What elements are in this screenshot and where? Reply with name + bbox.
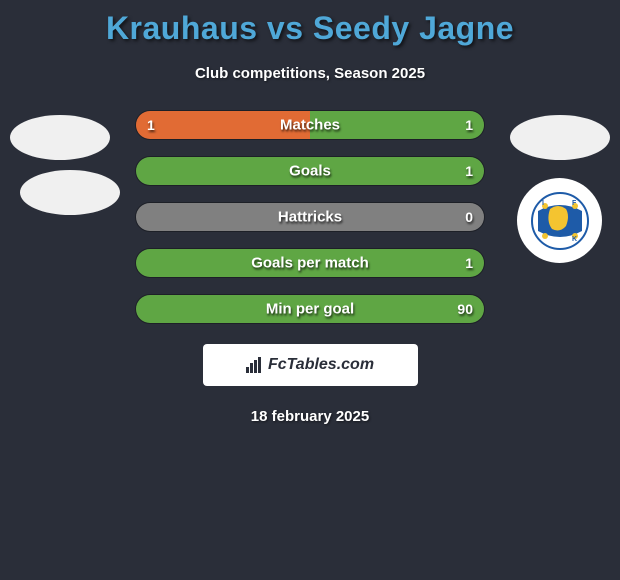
stat-label: Hattricks (278, 209, 342, 226)
subtitle: Club competitions, Season 2025 (0, 65, 620, 82)
stat-value-right: 1 (465, 117, 473, 133)
stat-value-left: 1 (147, 117, 155, 133)
fctables-logo-box[interactable]: FcTables.com (203, 344, 418, 386)
stat-label: Min per goal (266, 301, 354, 318)
stat-value-right: 90 (457, 301, 473, 317)
bar-chart-icon (246, 357, 264, 373)
stat-value-right: 1 (465, 255, 473, 271)
stat-label: Goals (289, 163, 331, 180)
stats-container: Matches 1 1 Goals 1 Hattricks 0 Goals per match… (0, 110, 620, 324)
stat-row: Goals per match 1 (135, 248, 485, 278)
date-text: 18 february 2025 (0, 408, 620, 425)
stat-row: Min per goal 90 (135, 294, 485, 324)
stat-value-right: 0 (465, 209, 473, 225)
page-title: Krauhaus vs Seedy Jagne (0, 0, 620, 47)
stat-value-right: 1 (465, 163, 473, 179)
stat-row: Goals 1 (135, 156, 485, 186)
stat-label: Matches (280, 117, 340, 134)
fctables-logo: FcTables.com (246, 356, 374, 374)
stat-row: Matches 1 1 (135, 110, 485, 140)
logo-text: FcTables.com (268, 356, 374, 374)
stat-row: Hattricks 0 (135, 202, 485, 232)
stat-label: Goals per match (251, 255, 369, 272)
